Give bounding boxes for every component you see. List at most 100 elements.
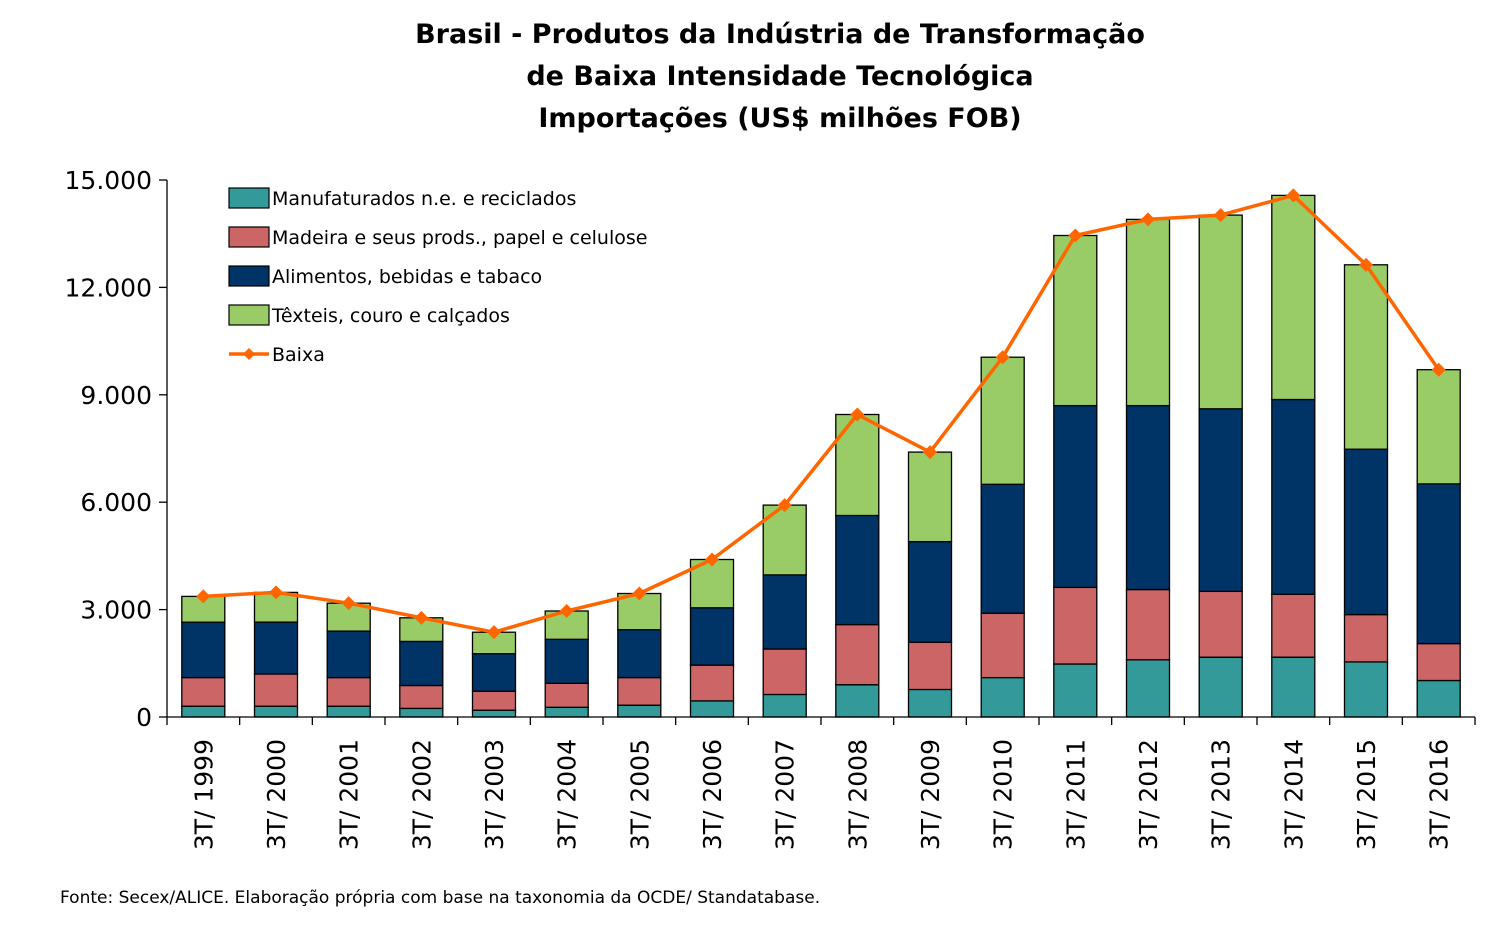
- bar-segment-s2-c9: [835, 514, 880, 626]
- legend-swatch-2: [228, 265, 270, 287]
- bar-segment-s2-c17: [1416, 483, 1461, 645]
- y-tick-label-0: 0: [136, 703, 152, 732]
- x-tick-label-1: 3T/ 2000: [262, 739, 291, 850]
- axes-layer: 0 3.000 6.000 9.000 12.000 15.000 3T/ 1999 3T/ …: [65, 166, 1476, 850]
- bar-segment-s1-c17: [1416, 642, 1461, 682]
- y-tick-label-4: 12.000: [65, 273, 152, 302]
- bar-segment-s0-c13: [1125, 659, 1171, 718]
- bar-segment-s1-c0: [181, 676, 226, 707]
- bar-segment-s0-c15: [1271, 656, 1316, 718]
- bar-segment-s1-c13: [1125, 588, 1171, 661]
- bar-segment-s2-c15: [1271, 398, 1316, 595]
- line-point-0-2: [341, 596, 356, 611]
- legend-swatch-3: [228, 304, 270, 326]
- x-tick-label-7: 3T/ 2006: [698, 739, 727, 850]
- x-tick-label-17: 3T/ 2016: [1425, 739, 1454, 850]
- legend-label-2: Alimentos, bebidas e tabaco: [272, 266, 542, 288]
- y-tick-label-5: 15.000: [65, 166, 152, 195]
- bar-segment-s2-c3: [399, 640, 444, 687]
- bar-segment-s0-c0: [181, 705, 226, 718]
- bar-segment-s0-c14: [1198, 656, 1243, 718]
- y-tick-label-3: 9.000: [80, 381, 152, 410]
- bar-segment-s1-c9: [835, 623, 880, 686]
- source-note: Fonte: Secex/ALICE. Elaboração própria c…: [60, 888, 821, 908]
- bar-segment-s0-c10: [907, 688, 953, 718]
- x-tick-label-0: 3T/ 1999: [189, 739, 218, 850]
- bar-segment-s0-c4: [471, 709, 517, 718]
- bar-segment-s0-c11: [980, 676, 1025, 718]
- bar-segment-s3-c12: [1053, 234, 1098, 407]
- bar-segment-s3-c15: [1271, 194, 1316, 401]
- bar-segment-s1-c14: [1198, 590, 1243, 658]
- y-tick-label-2: 6.000: [80, 488, 152, 517]
- bar-segment-s2-c7: [689, 607, 735, 666]
- bar-segment-s0-c5: [544, 706, 589, 718]
- bar-segment-s2-c13: [1125, 404, 1171, 591]
- bar-segment-s0-c2: [326, 705, 371, 718]
- line-point-0-11: [995, 350, 1010, 365]
- x-tick-label-12: 3T/ 2011: [1061, 739, 1090, 850]
- bar-segment-s2-c2: [326, 630, 371, 679]
- bar-segment-s1-c12: [1053, 586, 1098, 665]
- bar-segment-s1-c8: [762, 648, 807, 696]
- line-point-0-4: [487, 625, 501, 640]
- legend-label-4: Baixa: [272, 344, 325, 366]
- legend-label-0: Manufaturados n.e. e reciclados: [272, 188, 576, 210]
- bar-segment-s3-c9: [835, 413, 880, 517]
- bar-segment-s0-c7: [689, 700, 735, 718]
- bar-segment-s2-c5: [544, 638, 589, 684]
- bar-segment-s1-c2: [326, 676, 371, 707]
- bar-segment-s1-c3: [399, 684, 444, 710]
- line-point-0-9: [850, 407, 865, 422]
- bar-segment-s1-c16: [1343, 613, 1389, 663]
- line-layer: [196, 188, 1446, 640]
- x-tick-label-3: 3T/ 2002: [407, 739, 436, 850]
- bar-segment-s3-c10: [907, 451, 953, 543]
- bar-segment-s1-c1: [253, 673, 299, 707]
- bar-segment-s0-c16: [1343, 661, 1389, 718]
- bar-segment-s1-c4: [471, 690, 517, 711]
- bar-segment-s2-c6: [617, 628, 662, 679]
- bar-segment-s0-c3: [399, 707, 444, 718]
- bar-segment-s3-c13: [1125, 218, 1171, 407]
- line-point-0-15: [1286, 188, 1301, 203]
- x-tick-label-10: 3T/ 2009: [916, 739, 945, 850]
- bar-segment-s2-c4: [471, 652, 517, 692]
- x-tick-label-6: 3T/ 2005: [625, 739, 654, 850]
- bar-segment-s0-c8: [762, 693, 807, 718]
- line-point-0-7: [705, 552, 719, 567]
- line-point-0-13: [1141, 212, 1155, 227]
- bar-segment-s1-c6: [617, 676, 662, 706]
- bar-segment-s0-c12: [1053, 663, 1098, 718]
- x-tick-label-8: 3T/ 2007: [771, 739, 800, 850]
- bar-segment-s2-c10: [907, 540, 953, 643]
- bar-segment-s1-c15: [1271, 593, 1316, 658]
- line-point-0-1: [269, 585, 283, 600]
- bar-segment-s3-c14: [1198, 214, 1243, 410]
- line-point-0-3: [414, 610, 429, 625]
- line-point-0-6: [632, 586, 647, 601]
- chart-title-line-2: de Baixa Intensidade Tecnológica: [526, 61, 1034, 92]
- bar-segment-s0-c17: [1416, 679, 1461, 718]
- bar-segment-s1-c5: [544, 682, 589, 708]
- y-tick-label-1: 3.000: [80, 596, 152, 625]
- x-tick-label-13: 3T/ 2012: [1134, 739, 1163, 850]
- legend-marker-4: [243, 348, 255, 360]
- line-point-0-5: [559, 604, 574, 619]
- bar-segment-s2-c0: [181, 621, 226, 679]
- bar-segment-s0-c1: [253, 705, 299, 718]
- legend-label-1: Madeira e seus prods., papel e celulose: [272, 227, 647, 249]
- bar-segment-s0-c6: [617, 704, 662, 718]
- x-tick-label-15: 3T/ 2014: [1279, 739, 1308, 850]
- line-point-0-17: [1431, 362, 1446, 377]
- chart-title-line-3: Importações (US$ milhões FOB): [538, 103, 1022, 134]
- x-tick-label-14: 3T/ 2013: [1207, 739, 1236, 850]
- line-point-0-8: [777, 498, 792, 513]
- bar-segment-s2-c8: [762, 574, 807, 650]
- bar-segment-s1-c7: [689, 664, 735, 702]
- legend: Manufaturados n.e. e reciclados Madeira e…: [228, 187, 647, 366]
- bar-segment-s3-c17: [1416, 369, 1461, 485]
- line-point-0-16: [1359, 257, 1373, 272]
- line-point-0-10: [923, 445, 937, 460]
